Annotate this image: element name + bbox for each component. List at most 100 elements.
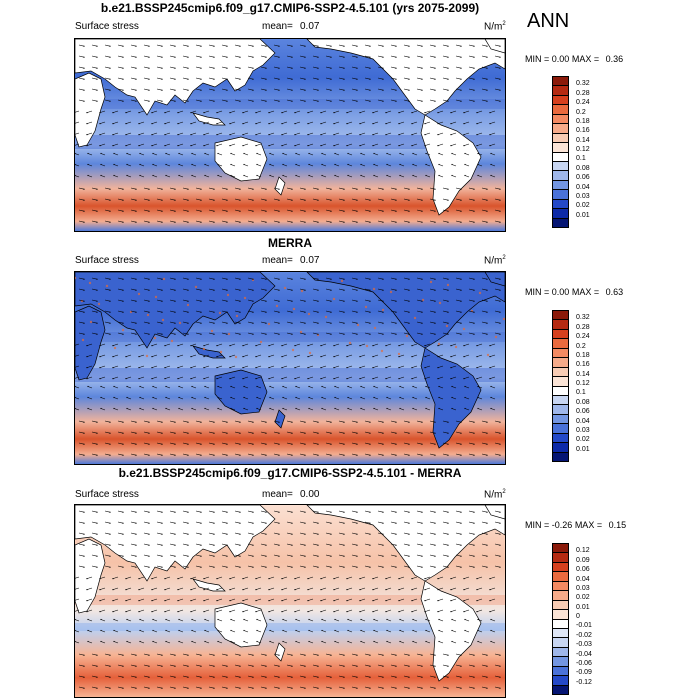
colorbar-swatch [553,133,568,144]
colorbar-tick-label: 0.01 [576,603,590,611]
panel-3-mean-label: mean= [262,489,293,500]
colorbar-tick-label: 0.04 [576,575,590,583]
colorbar-tick-label: -0.02 [576,631,592,639]
colorbar-tick-label: -0.09 [576,669,592,677]
colorbar-swatch [553,581,568,592]
colorbar-swatch [553,424,568,434]
panel-2-mean-value: 0.07 [300,255,320,266]
colorbar-tick-label: 0.12 [576,547,590,555]
colorbar-tick-label: 0.2 [576,108,586,116]
colorbar-swatch [553,124,568,134]
colorbar-tick-label: 0.08 [576,164,590,172]
colorbar-swatch [553,619,568,629]
colorbar-swatch [553,685,568,694]
colorbar-tick-label: 0.06 [576,408,590,416]
colorbar-tick-label: -0.01 [576,622,592,630]
colorbar-swatch [553,86,568,96]
colorbar-swatch [553,209,568,219]
colorbar-swatch [553,77,568,87]
colorbar-swatch [553,218,568,227]
colorbar-swatch [553,329,568,340]
colorbar-tick-label: 0.14 [576,370,590,378]
colorbar-swatch [553,572,568,582]
colorbar-tick-label: 0.06 [576,174,590,182]
colorbar-swatch [553,143,568,153]
colorbar-swatch [553,452,568,461]
colorbar-tick-label: 0.1 [576,389,586,397]
panel-2-variable: Surface stress [75,255,139,266]
panel-3-title: b.e21.BSSP245cmip6.f09_g17.CMIP6-SSP2-4.… [118,466,462,480]
colorbar-swatch [553,591,568,601]
colorbar-tick-label: 0 [576,613,580,620]
colorbar-swatch [553,562,568,573]
panel-2-colorbar [552,310,569,462]
colorbar-tick-label: 0.04 [576,417,590,425]
panel-1-mean-value: 0.07 [300,21,320,32]
panel-2-colorbar-ticks: 0.32 0.28 0.24 0.2 0.18 0.16 0.14 0.12 0.1 0.08 0.… [576,310,616,460]
colorbar-swatch [553,377,568,387]
colorbar-tick-label: 0.06 [576,566,590,574]
colorbar-tick-label: 0.14 [576,136,590,144]
colorbar-tick-label: 0.12 [576,146,590,153]
colorbar-swatch [553,358,568,368]
colorbar-tick-label: 0.28 [576,323,590,331]
colorbar-tick-label: 0.1 [576,155,586,163]
colorbar-tick-label: -0.04 [576,650,592,658]
panel-3-colorbar [552,543,569,695]
colorbar-swatch [553,320,568,330]
colorbar-swatch [553,638,568,648]
colorbar-swatch [553,105,568,115]
season-label: ANN [527,10,570,32]
colorbar-tick-label: 0.28 [576,89,590,97]
colorbar-tick-label: 0.02 [576,594,590,602]
panel-1-minmax: MIN = 0.00 MAX = 0.36 [525,54,624,64]
colorbar-swatch [553,443,568,453]
colorbar-tick-label: 0.02 [576,202,590,210]
colorbar-swatch [553,405,568,415]
colorbar-swatch [553,600,568,611]
colorbar-swatch [553,647,568,658]
colorbar-swatch [553,171,568,181]
colorbar-tick-label: 0.03 [576,192,590,200]
colorbar-tick-label: -0.03 [576,641,592,649]
colorbar-tick-label: 0.04 [576,183,590,191]
panel-3-units: N/m2 [484,489,506,501]
colorbar-swatch [553,199,568,210]
colorbar-tick-label: 0.01 [576,445,590,453]
panel-3-colorbar-ticks: 0.12 0.09 0.06 0.04 0.03 0.02 0.01 0 -0.01 -0.02 -… [576,543,616,693]
panel-1-map [74,38,506,232]
panel-1-colorbar [552,76,569,228]
colorbar-tick-label: 0.03 [576,584,590,592]
colorbar-swatch [553,152,568,162]
panel-1-title: b.e21.BSSP245cmip6.f09_g17.CMIP6-SSP2-4.… [100,1,480,15]
colorbar-tick-label: 0.24 [576,99,590,107]
colorbar-tick-label: 0.32 [576,314,590,322]
colorbar-swatch [553,311,568,321]
colorbar-swatch [553,180,568,191]
colorbar-swatch [553,367,568,378]
colorbar-swatch [553,666,568,677]
panel-2-mean-label: mean= [262,255,293,266]
colorbar-swatch [553,395,568,406]
colorbar-tick-label: 0.03 [576,426,590,434]
colorbar-tick-label: 0.16 [576,361,590,369]
panel-2-map [74,271,506,465]
colorbar-swatch [553,386,568,396]
colorbar-swatch [553,433,568,444]
colorbar-tick-label: -0.06 [576,659,592,667]
panel-2-units: N/m2 [484,255,506,267]
colorbar-swatch [553,628,568,639]
colorbar-swatch [553,414,568,425]
colorbar-tick-label: 0.32 [576,80,590,88]
colorbar-tick-label: 0.16 [576,127,590,135]
colorbar-swatch [553,553,568,563]
colorbar-tick-label: 0.02 [576,436,590,444]
colorbar-tick-label: 0.18 [576,117,590,125]
colorbar-swatch [553,95,568,106]
panel-3-minmax: MIN = -0.26 MAX = 0.15 [525,520,627,530]
colorbar-tick-label: 0.18 [576,351,590,359]
panel-2-title: MERRA [268,236,312,250]
colorbar-tick-label: 0.08 [576,398,590,406]
colorbar-swatch [553,610,568,620]
colorbar-swatch [553,544,568,554]
